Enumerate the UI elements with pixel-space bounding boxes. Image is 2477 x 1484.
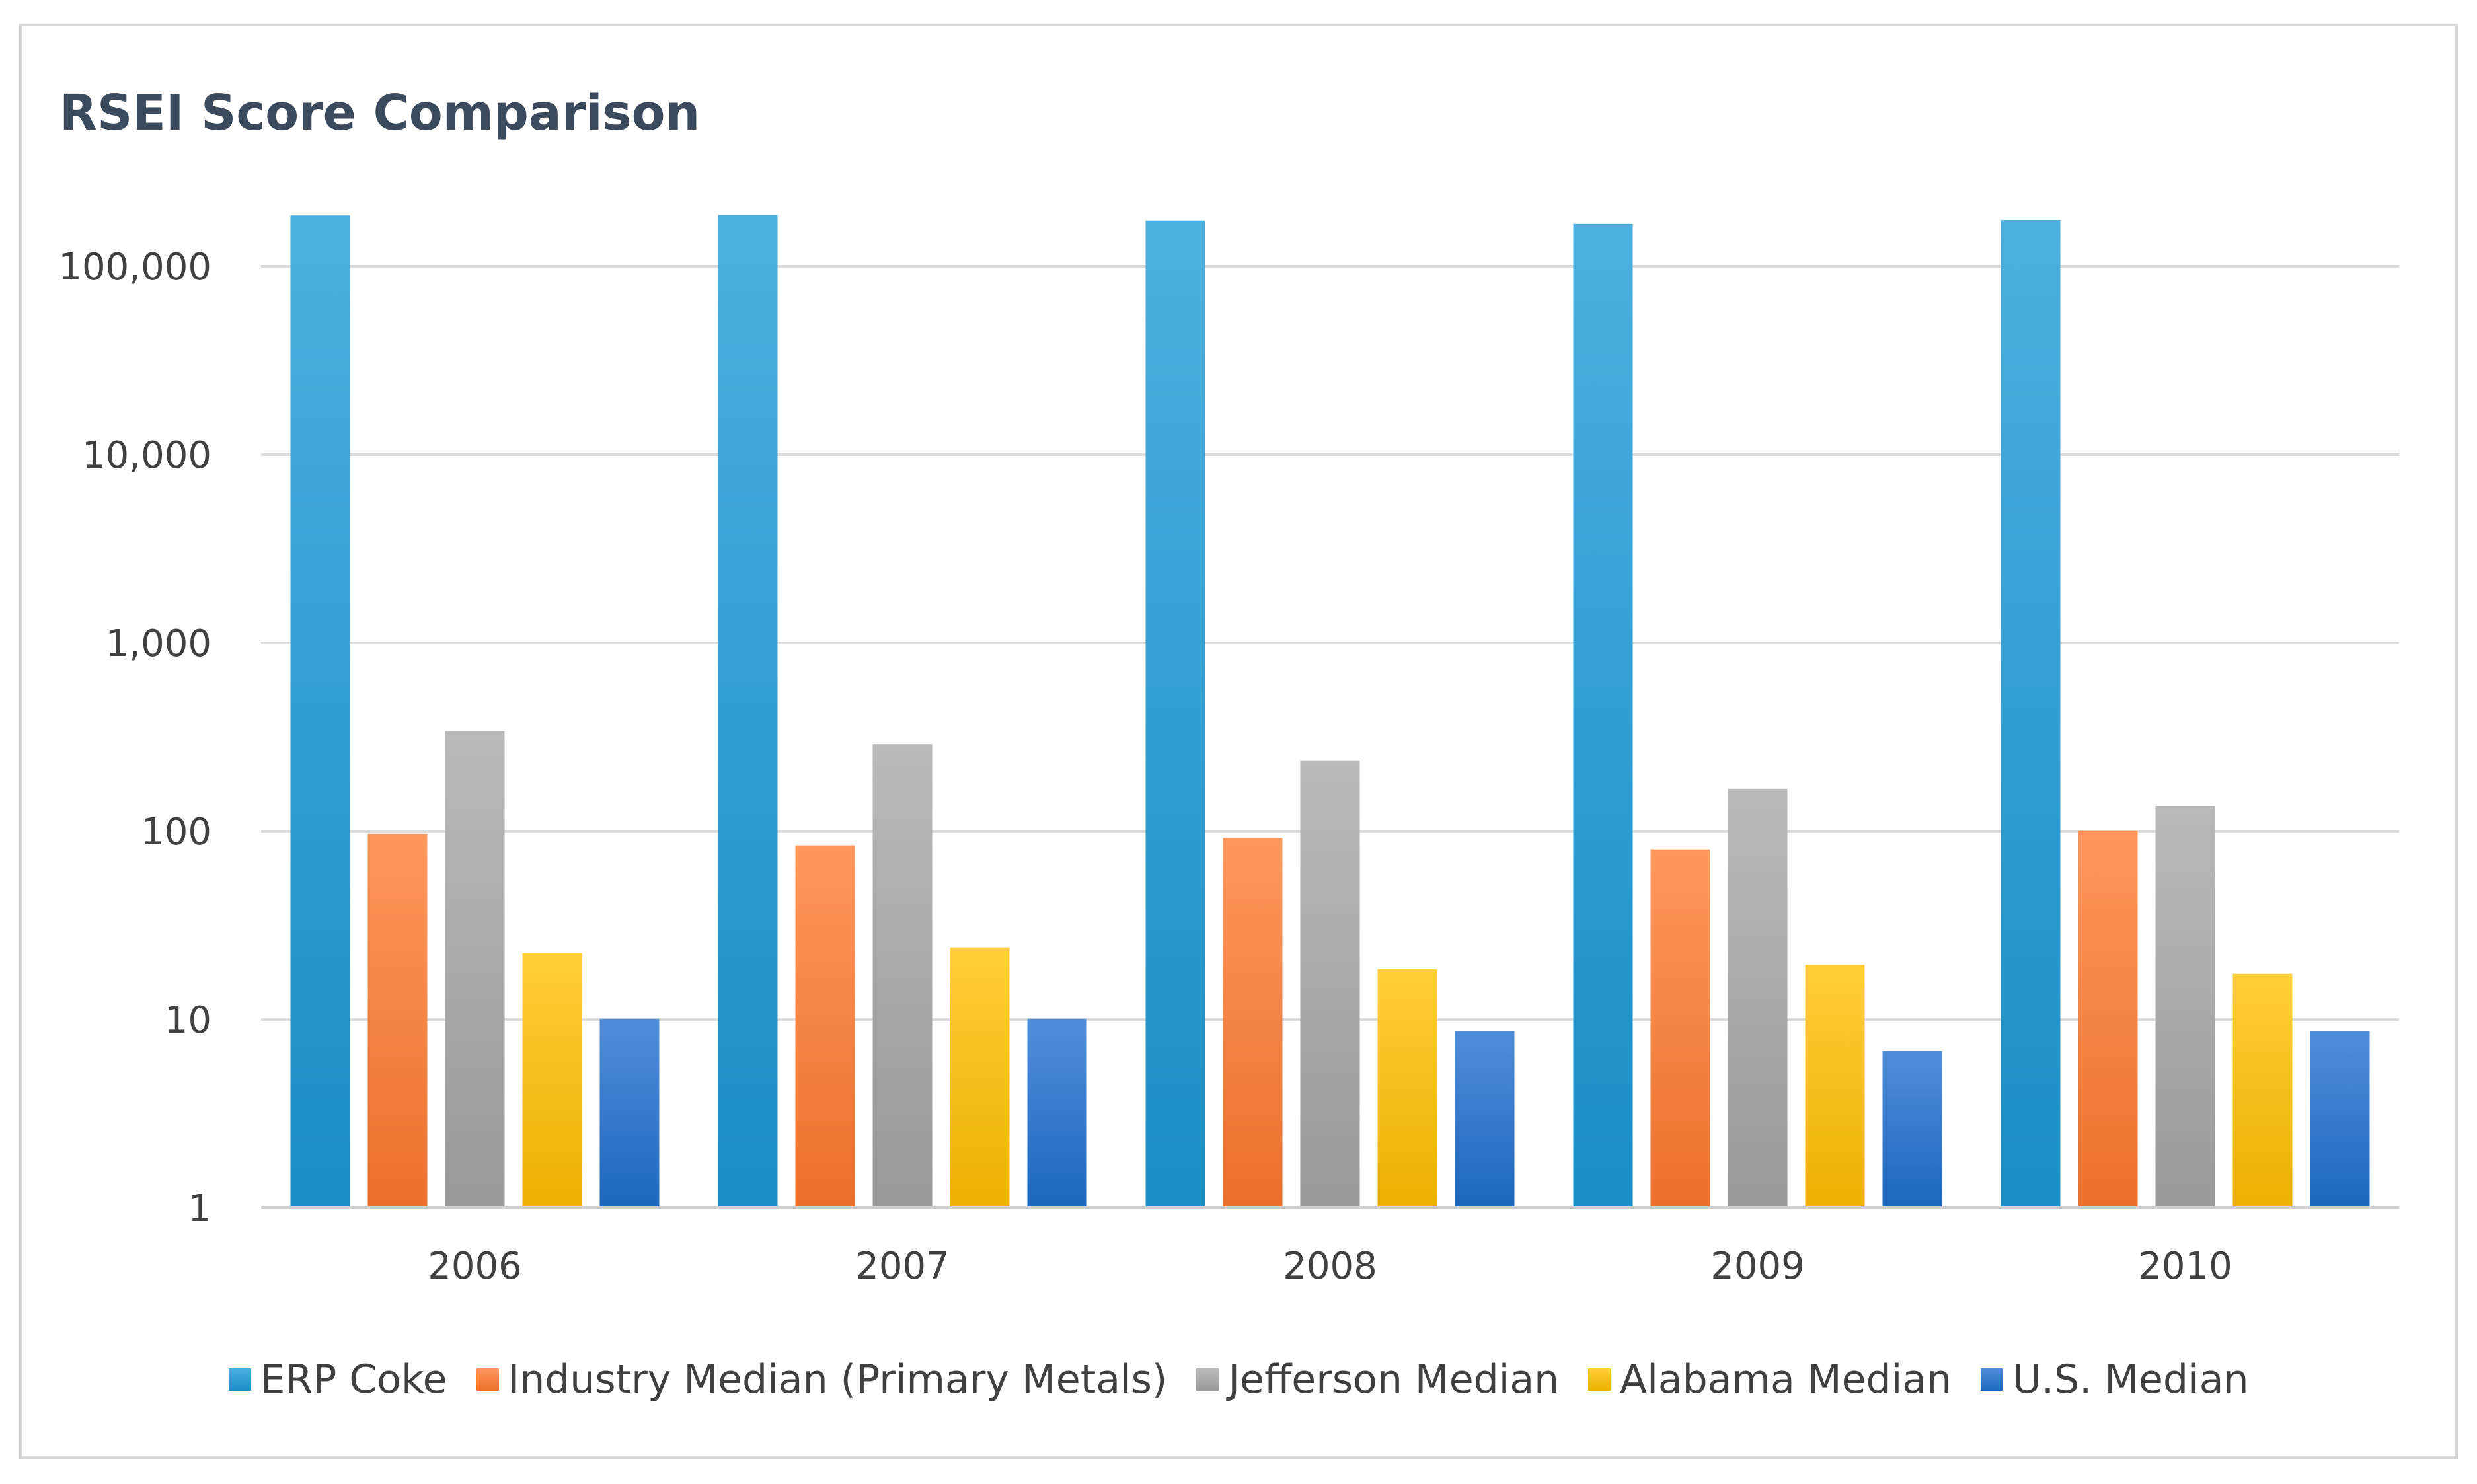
bar-alabama-median-2010 xyxy=(2232,973,2293,1208)
x-tick-label: 2008 xyxy=(1283,1245,1377,1288)
bar-alabama-median-2007 xyxy=(950,947,1010,1208)
bar-industry-median-primary-metals-2009 xyxy=(1650,849,1710,1208)
bar-u-s-median-2007 xyxy=(1027,1018,1087,1208)
legend-swatch xyxy=(1196,1368,1219,1391)
bar-alabama-median-2006 xyxy=(522,953,582,1208)
bar-jefferson-median-2008 xyxy=(1300,760,1360,1208)
y-tick-label: 1 xyxy=(188,1187,211,1230)
legend-label: ERP Coke xyxy=(260,1356,447,1403)
bar-jefferson-median-2010 xyxy=(2155,805,2215,1208)
bar-erp-coke-2006 xyxy=(290,215,350,1208)
x-tick-label: 2009 xyxy=(1710,1245,1805,1288)
chart-legend: ERP Coke Industry Median (Primary Metals)… xyxy=(0,1354,2477,1403)
bar-industry-median-primary-metals-2007 xyxy=(795,845,855,1208)
bar-u-s-median-2010 xyxy=(2310,1031,2370,1208)
chart-title: RSEI Score Comparison xyxy=(59,85,701,141)
y-tick-label: 1,000 xyxy=(106,622,211,665)
y-tick-label: 10 xyxy=(165,999,211,1042)
x-tick-label: 2010 xyxy=(2138,1245,2232,1288)
legend-label: Alabama Median xyxy=(1620,1356,1952,1403)
y-tick-label: 100,000 xyxy=(58,246,211,289)
legend-item: Industry Median (Primary Metals) xyxy=(476,1356,1168,1403)
bar-alabama-median-2008 xyxy=(1377,969,1437,1208)
legend-label: Industry Median (Primary Metals) xyxy=(508,1356,1168,1403)
bar-industry-median-primary-metals-2006 xyxy=(367,833,428,1208)
bar-erp-coke-2009 xyxy=(1573,223,1633,1208)
y-tick-label: 100 xyxy=(141,811,211,854)
x-tick-label: 2006 xyxy=(428,1245,522,1288)
bar-jefferson-median-2009 xyxy=(1728,788,1788,1208)
bar-u-s-median-2006 xyxy=(599,1018,660,1208)
y-tick-label: 10,000 xyxy=(82,434,211,477)
legend-swatch xyxy=(228,1368,251,1391)
bar-erp-coke-2008 xyxy=(1145,220,1205,1208)
bar-u-s-median-2008 xyxy=(1455,1031,1515,1208)
bar-industry-median-primary-metals-2010 xyxy=(2078,830,2138,1208)
bar-alabama-median-2009 xyxy=(1805,965,1865,1208)
bar-industry-median-primary-metals-2008 xyxy=(1223,838,1283,1208)
legend-swatch xyxy=(1981,1368,2004,1391)
legend-item: U.S. Median xyxy=(1981,1356,2248,1403)
legend-label: Jefferson Median xyxy=(1228,1356,1560,1403)
bar-erp-coke-2010 xyxy=(2001,220,2061,1208)
bar-u-s-median-2009 xyxy=(1882,1051,1942,1208)
legend-swatch xyxy=(476,1368,499,1391)
legend-item: Jefferson Median xyxy=(1196,1356,1559,1403)
legend-item: Alabama Median xyxy=(1588,1356,1952,1403)
legend-item: ERP Coke xyxy=(228,1356,447,1403)
bar-jefferson-median-2007 xyxy=(872,744,933,1208)
bar-erp-coke-2007 xyxy=(718,215,778,1208)
x-tick-label: 2007 xyxy=(855,1245,950,1288)
legend-label: U.S. Median xyxy=(2012,1356,2249,1403)
bar-jefferson-median-2006 xyxy=(445,731,505,1208)
legend-swatch xyxy=(1588,1368,1611,1391)
